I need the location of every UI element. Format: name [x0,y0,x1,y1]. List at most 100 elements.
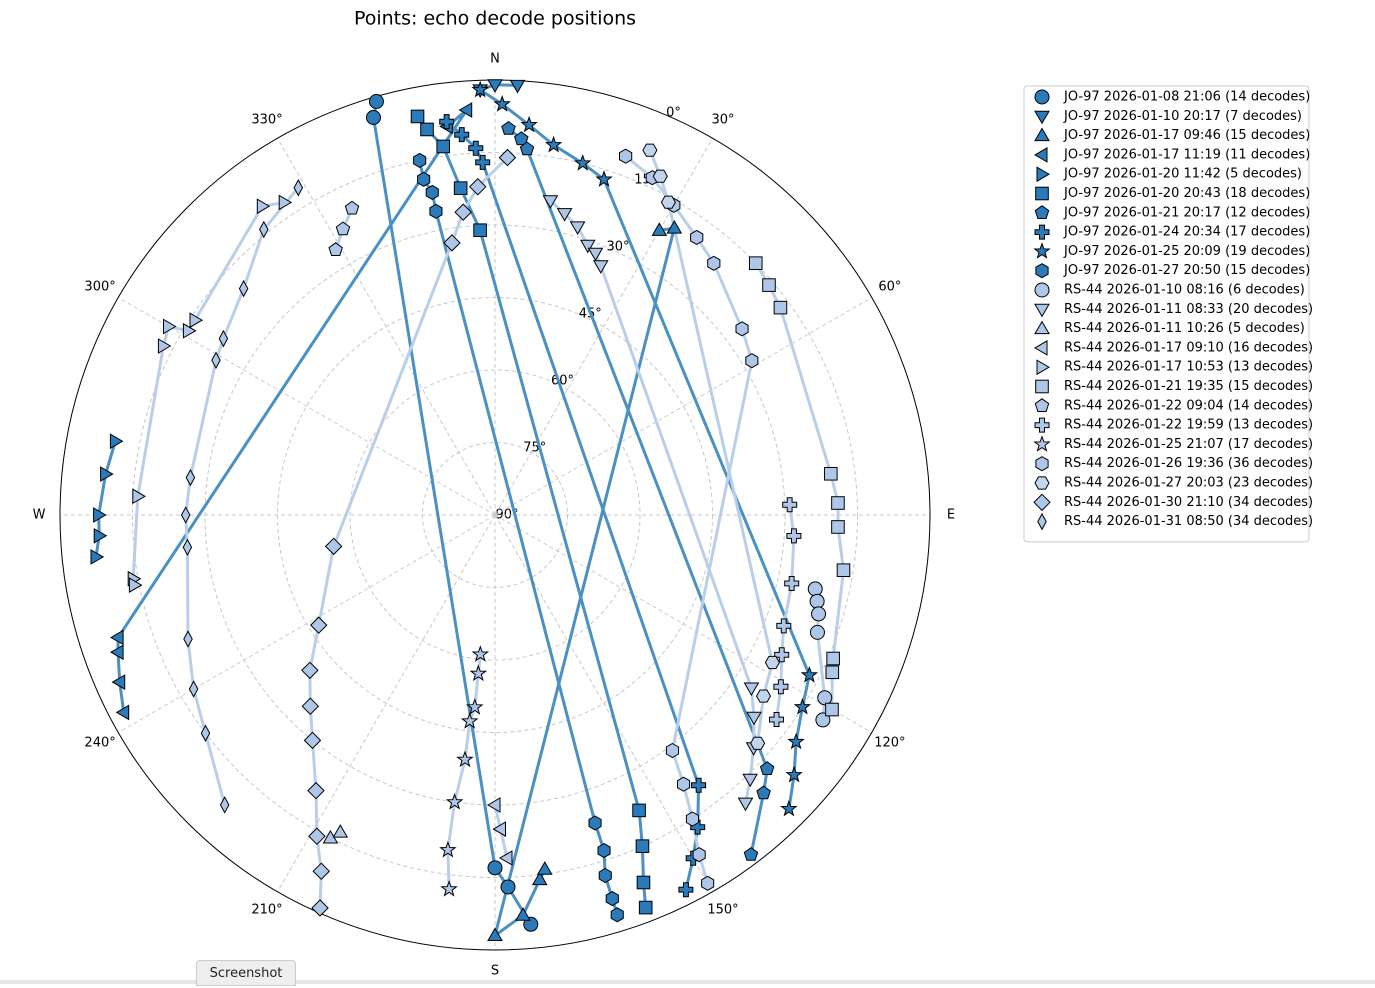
theta-tick-label: E [947,508,955,523]
legend-marker [1034,320,1050,335]
legend-label: JO-97 2026-01-08 21:06 (14 decodes) [1063,90,1310,105]
data-point [800,666,819,683]
data-point [638,900,653,915]
data-point [642,143,658,157]
legend-label: JO-97 2026-01-24 20:34 (17 decodes) [1063,225,1310,240]
data-point [811,606,827,622]
legend-label: RS-44 2026-01-22 19:59 (13 decodes) [1064,418,1313,433]
data-point [764,655,780,670]
data-point [456,750,474,768]
data-point [573,154,592,171]
legend-label: JO-97 2026-01-17 11:19 (11 decodes) [1063,147,1310,162]
data-point [498,148,517,167]
data-point [487,927,503,941]
grid-spoke [277,514,496,892]
data-point [211,351,221,370]
data-point [636,875,651,890]
data-point [410,109,425,124]
data-point [439,840,457,858]
data-point [756,785,771,800]
legend-label: RS-44 2026-01-31 08:50 (34 decodes) [1064,514,1313,529]
data-point [531,871,548,886]
data-point [701,875,715,891]
grid-spoke [494,138,713,516]
data-point [580,239,596,254]
legend-marker [1034,224,1050,240]
legend-marker [1034,205,1050,219]
data-point [328,242,343,256]
data-point [436,139,451,154]
legend-marker [1033,493,1051,512]
data-point [691,777,707,793]
legend-label: RS-44 2026-01-11 08:33 (20 decodes) [1064,302,1313,317]
data-point [542,195,559,209]
data-point [219,796,230,814]
legend-label: RS-44 2026-01-11 10:26 (5 decodes) [1064,321,1305,336]
track-line [754,262,845,710]
data-point [523,916,539,932]
data-point [180,506,191,524]
legend-marker [1036,166,1050,183]
legend-marker [1035,379,1049,394]
screenshot-button[interactable]: Screenshot [196,960,296,986]
data-point [163,318,177,335]
grid-ring [132,152,858,878]
data-point [368,93,384,109]
data-point [157,338,172,354]
data-point [493,95,511,112]
legend-marker [1034,89,1050,105]
data-point [598,867,612,884]
track-line [308,156,509,909]
data-point [592,260,609,274]
data-point [132,488,146,505]
legend-label: RS-44 2026-01-22 09:04 (14 decodes) [1064,398,1313,413]
data-point [498,850,513,866]
data-point [737,797,754,812]
legend-label: RS-44 2026-01-25 21:07 (17 decodes) [1064,437,1313,452]
data-point [588,815,602,831]
data-point [500,879,516,895]
legend-label: RS-44 2026-01-30 21:10 (34 decodes) [1064,495,1313,510]
legend-label: JO-97 2026-01-10 20:17 (7 decodes) [1063,109,1302,124]
grid-spoke [118,514,496,733]
data-point [466,698,484,715]
track-line [116,108,469,713]
data-point [100,466,114,482]
data-point [509,79,526,94]
legend-marker [1033,435,1051,452]
data-point [182,322,197,339]
theta-tick-label: S [491,964,499,979]
data-point [256,198,271,215]
data-point [335,221,351,236]
data-point [836,563,851,577]
legend-marker [1034,110,1050,125]
data-point [665,742,679,759]
legend-label: RS-44 2026-01-17 10:53 (13 decodes) [1064,360,1313,375]
theta-tick-label: 330° [251,113,282,128]
data-point [439,114,455,130]
data-point [311,899,329,917]
legend-label: RS-44 2026-01-21 19:35 (15 decodes) [1064,379,1313,394]
data-point [307,781,325,800]
data-point [487,79,503,93]
data-point [786,528,802,544]
data-point [471,645,490,662]
data-point [556,208,573,222]
data-point [309,616,328,634]
data-point [776,618,792,634]
legend-label: JO-97 2026-01-20 11:42 (5 decodes) [1063,167,1302,182]
data-point [332,824,349,838]
data-point [425,184,439,200]
data-point [610,907,624,923]
data-point [344,200,360,215]
legend-marker [1035,456,1049,472]
data-point [825,702,839,717]
data-point [787,732,805,750]
data-point [93,507,107,523]
data-point [185,468,196,487]
grid-spoke [118,297,496,516]
data-point [809,593,825,609]
r-tick-label: 60° [551,374,574,389]
data-point [200,724,211,742]
